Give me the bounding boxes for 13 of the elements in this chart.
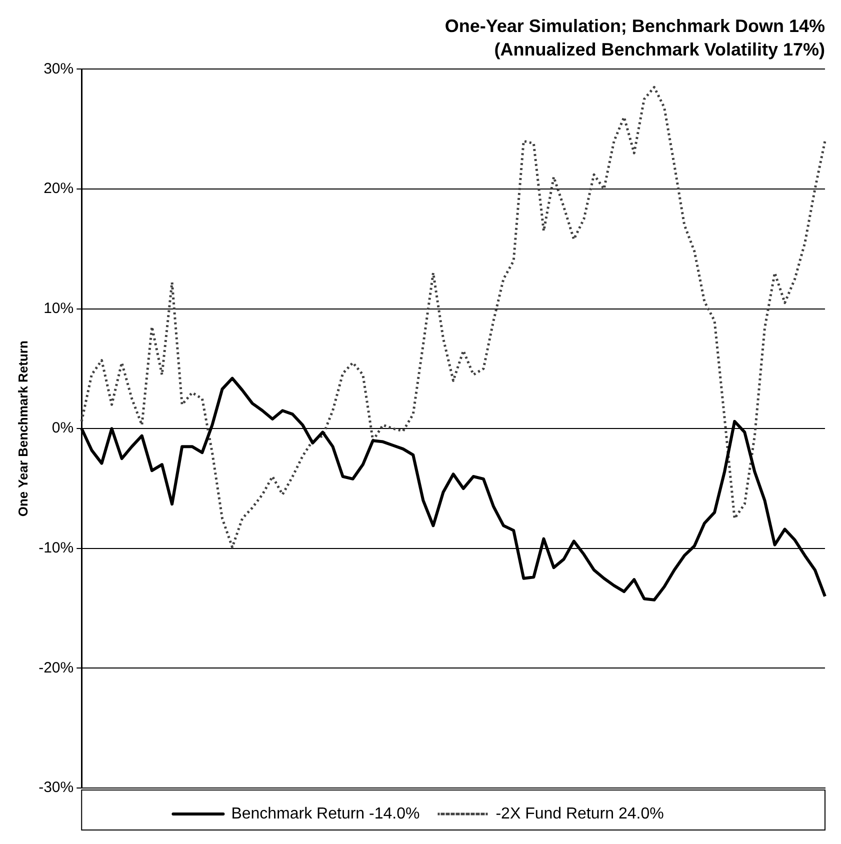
- y-tick-label: -10%: [38, 540, 74, 557]
- y-tick-label: 20%: [44, 180, 74, 198]
- legend-label: Benchmark Return -14.0%: [231, 805, 420, 822]
- y-tick-label: -20%: [38, 659, 74, 676]
- y-tick-label: 10%: [44, 300, 74, 317]
- chart-subtitle: (Annualized Benchmark Volatility 17%): [494, 39, 825, 60]
- legend-label: -2X Fund Return 24.0%: [496, 805, 664, 822]
- y-tick-label: 30%: [44, 60, 74, 78]
- y-tick-label: 0%: [52, 420, 74, 437]
- chart-title: One-Year Simulation; Benchmark Down 14%: [444, 16, 825, 36]
- y-axis-title: One Year Benchmark Return: [15, 340, 30, 517]
- y-tick-label: -30%: [38, 779, 74, 796]
- line-series: [80, 86, 826, 548]
